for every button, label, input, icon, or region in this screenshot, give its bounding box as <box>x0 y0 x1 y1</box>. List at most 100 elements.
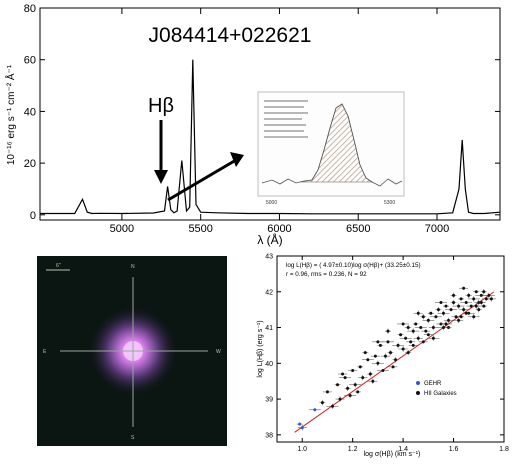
scatter-point <box>419 326 423 330</box>
scatter-point <box>472 297 476 301</box>
scatter-point <box>341 372 345 376</box>
scatter-point <box>353 383 357 387</box>
scatter-point <box>348 394 352 397</box>
scatter-point <box>484 297 488 301</box>
scatter-point <box>477 308 481 312</box>
scatter-point <box>462 286 466 290</box>
scatter-point <box>462 308 466 312</box>
scatter-point <box>338 397 342 401</box>
scatter-y-ticks: 38 39 40 41 42 43 <box>265 254 504 439</box>
scatter-point <box>336 383 340 387</box>
spectrum-y-tick-label: 0 <box>30 210 36 222</box>
spectrum-x-tick-label: 7000 <box>425 223 449 235</box>
scatter-chart: 38 39 40 41 42 43 1.0 1.2 1.4 1.6 1.8 log L(Hβ) =… <box>257 254 509 459</box>
scatter-y-tick-label: 41 <box>265 325 273 332</box>
scatter-frame <box>276 255 505 443</box>
scatter-point <box>366 358 370 362</box>
zoom-arrow-head <box>230 152 244 167</box>
scatter-point <box>378 343 382 347</box>
scatter-x-tick-label: 1.8 <box>499 446 509 453</box>
scatter-point <box>386 329 390 333</box>
spectrum-y-axis-label: 10⁻¹⁶ erg s⁻¹ cm⁻² Å⁻¹ <box>4 64 17 165</box>
scatter-point <box>421 315 425 319</box>
scatter-point <box>467 293 471 297</box>
scatter-point <box>356 390 360 394</box>
scatter-point <box>439 301 443 304</box>
scatter-point <box>343 376 347 380</box>
scatter-point <box>406 351 410 355</box>
scatter-point <box>489 297 493 301</box>
legend-label-gehr: GEHR <box>424 381 442 387</box>
spectrum-x-tick-label: 6000 <box>267 223 291 235</box>
scatter-point <box>421 340 425 344</box>
spectrum-frame <box>39 7 501 221</box>
scatter-point <box>394 358 398 362</box>
scatter-point <box>383 354 387 358</box>
fit-stats-text: r = 0.96, rms = 0.236, N = 92 <box>286 271 367 278</box>
zoom-arrow-shaft <box>167 158 237 202</box>
scatter-point <box>376 340 380 344</box>
scatter-point <box>479 293 483 297</box>
scatter-point <box>409 340 413 344</box>
scatter-point <box>373 354 377 358</box>
scatter-point <box>454 315 458 319</box>
scatter-point <box>434 315 438 319</box>
scatter-point <box>346 386 350 390</box>
scatter-x-tick-label: 1.4 <box>398 446 408 453</box>
scatter-point <box>441 311 445 315</box>
scatter-point <box>464 301 468 304</box>
scatter-point <box>389 351 392 355</box>
inset-line-profile: 5000 5300 <box>257 91 405 206</box>
scatter-point <box>371 379 375 383</box>
scatter-point <box>368 372 372 376</box>
scatter-point <box>487 293 491 297</box>
scatter-point <box>411 343 415 347</box>
scatter-y-tick-label: 43 <box>265 254 273 261</box>
scatter-point <box>449 308 453 312</box>
scatter-point <box>459 297 463 301</box>
scatter-point <box>459 315 463 319</box>
scatter-point <box>474 304 478 308</box>
scatter-y-tick-label: 39 <box>265 397 273 404</box>
spectrum-x-ticks: 5000 5500 6000 6500 7000 <box>110 8 449 235</box>
scatter-point <box>426 318 430 322</box>
scatter-point <box>401 347 405 351</box>
scatter-x-tick-label: 1.0 <box>297 446 307 453</box>
spectrum-y-tick-label: 20 <box>24 158 36 170</box>
inset-fit-parameters <box>264 100 308 138</box>
legend-marker-gehr <box>416 381 420 385</box>
scatter-point <box>298 422 302 426</box>
scatter-point <box>401 322 405 326</box>
scatter-point <box>457 318 461 322</box>
scatter-point <box>482 290 486 294</box>
scatter-point <box>452 293 456 297</box>
scatter-point <box>386 340 390 344</box>
spectrum-title: J084414+022621 <box>149 24 312 47</box>
scatter-x-tick-label: 1.6 <box>449 446 459 453</box>
scatter-point <box>330 404 334 408</box>
scatter-point <box>424 329 428 333</box>
scatter-point <box>416 311 420 315</box>
scatter-point <box>414 322 418 326</box>
scatter-point <box>363 351 367 355</box>
spectrum-series-line <box>40 59 501 215</box>
inset-tick-right: 5300 <box>384 200 395 206</box>
scatter-point <box>431 336 435 340</box>
scatter-point <box>406 326 410 330</box>
hbeta-annotation: Hβ <box>148 95 174 117</box>
spectrum-x-axis-label: λ (Å) <box>257 232 282 247</box>
scatter-point <box>436 308 440 312</box>
scatter-x-axis-label: log σ(Hβ) (km s⁻¹) <box>364 451 421 458</box>
spectrum-x-tick-label: 6500 <box>346 223 370 235</box>
scatter-point <box>381 368 385 372</box>
scatter-point <box>404 336 408 340</box>
scatter-point <box>469 304 473 308</box>
spectrum-y-ticks: 0 20 40 60 80 <box>24 3 500 222</box>
scatter-point <box>472 315 476 319</box>
spectrum-y-tick-label: 80 <box>24 3 36 15</box>
east-label: E <box>43 349 47 355</box>
scatter-point <box>411 329 415 333</box>
legend-marker-hii <box>416 391 420 395</box>
scatter-point <box>431 326 435 330</box>
